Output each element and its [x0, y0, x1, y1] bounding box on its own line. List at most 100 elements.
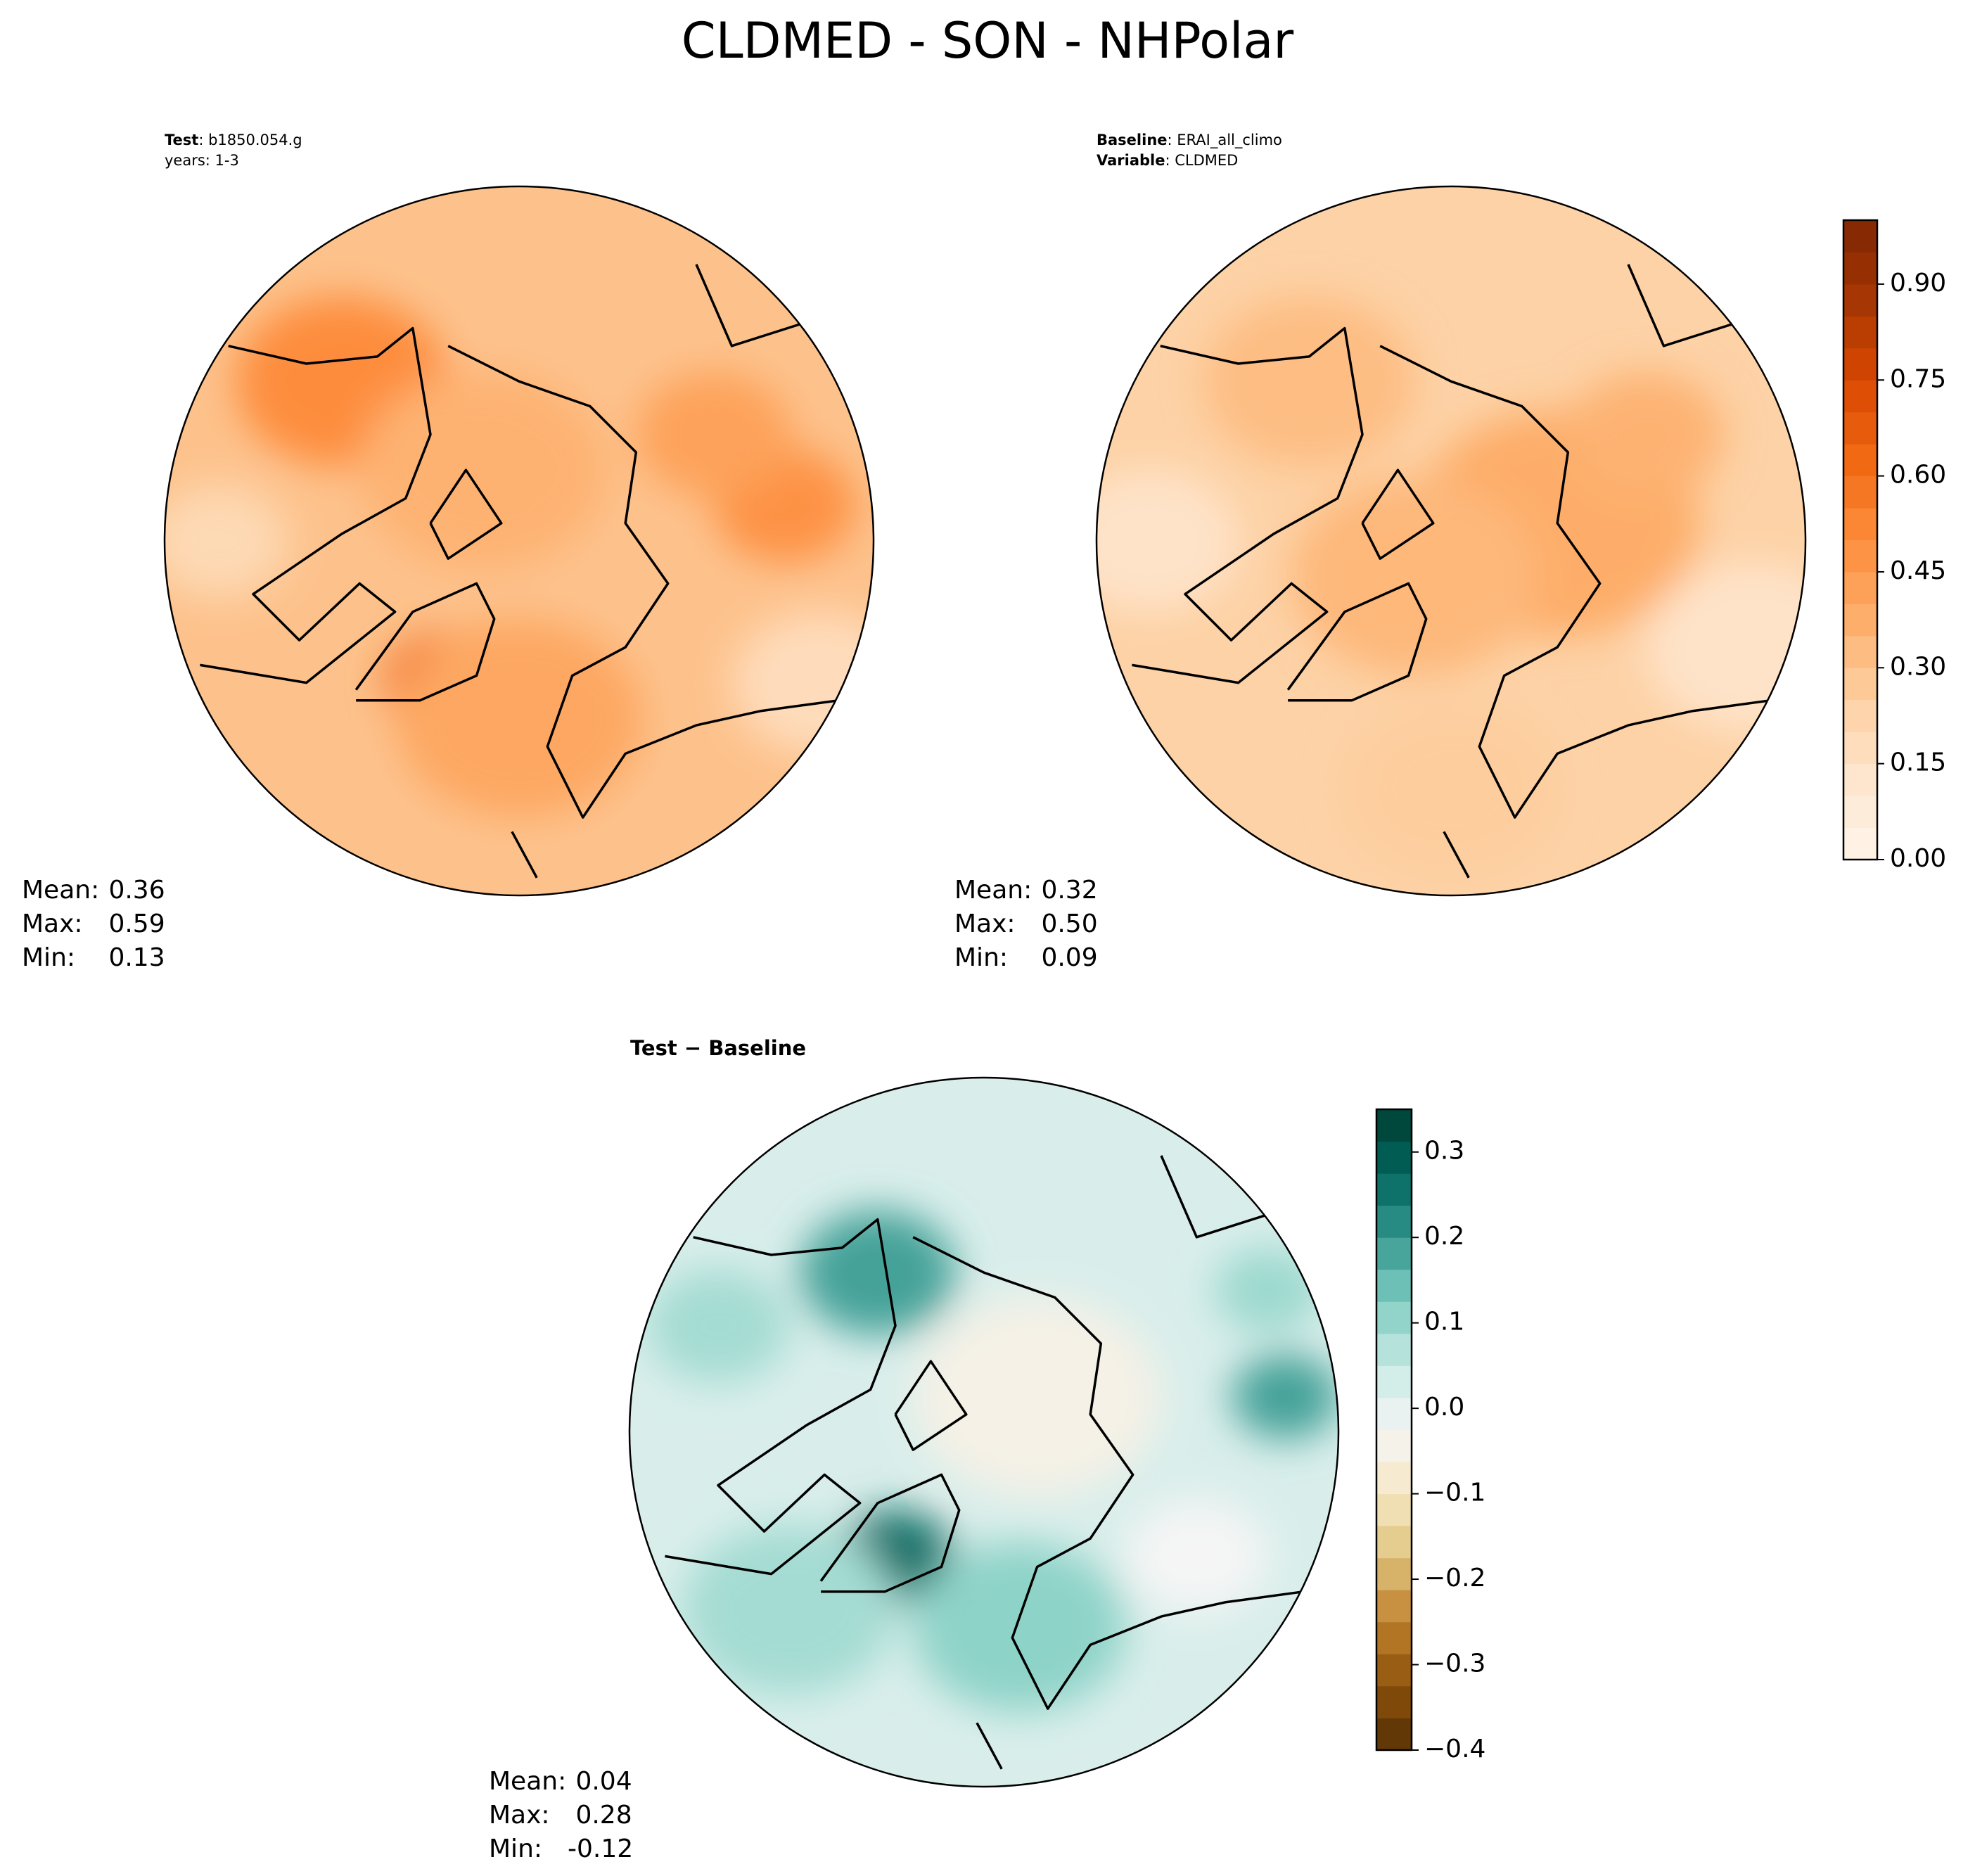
colorbar-band: [1376, 1493, 1412, 1526]
colorbar-tick-label: −0.2: [1424, 1564, 1485, 1593]
colorbar-band: [1376, 1621, 1412, 1654]
stat-value: 0.09: [1033, 943, 1098, 972]
colorbar-band: [1843, 283, 1877, 317]
panel-header: Baseline: ERAI_all_climo: [1097, 132, 1282, 149]
stat-label: Min:: [954, 943, 1008, 972]
colorbar-band: [1843, 476, 1877, 509]
field-blob: [1291, 477, 1540, 676]
colorbar-tick-label: 0.45: [1890, 556, 1946, 585]
colorbar-band: [1843, 763, 1877, 796]
field-blob: [913, 1542, 1126, 1713]
colorbar-band: [1376, 1397, 1412, 1430]
stat-label: Max:: [22, 910, 83, 938]
coastline: [1379, 345, 1770, 819]
field-blob: [1125, 1499, 1268, 1614]
colorbar-band: [1843, 635, 1877, 668]
coastline: [819, 1473, 961, 1593]
colorbar-band: [1843, 732, 1877, 765]
colorbar-tick-label: 0.1: [1424, 1308, 1464, 1336]
coastline: [695, 264, 810, 347]
field-blob: [1214, 1247, 1321, 1333]
colorbar-tick-label: 0.15: [1890, 748, 1946, 777]
colorbar-band: [1376, 1718, 1412, 1751]
stat-value: 0.36: [101, 876, 165, 905]
colorbar-band: [1843, 699, 1877, 732]
field-blob: [913, 1297, 1161, 1496]
stat-label: Min:: [489, 1834, 542, 1863]
coastline: [1627, 264, 1742, 347]
colorbar-frame: [1842, 219, 1879, 861]
figure-title: CLDMED - SON - NHPolar: [682, 12, 1294, 70]
colorbar-band: [1376, 1590, 1412, 1623]
colorbar-band: [1843, 252, 1877, 285]
colorbar-tick-label: 0.0: [1424, 1393, 1464, 1422]
colorbar-tick-label: 0.60: [1890, 461, 1946, 490]
map-field: [629, 1078, 1338, 1787]
colorbar-band: [1843, 540, 1877, 573]
colorbar-band: [1376, 1109, 1412, 1142]
stat-label: Mean:: [954, 876, 1032, 905]
panel-header: years: 1-3: [165, 152, 239, 169]
colorbar-band: [1376, 1205, 1412, 1238]
stat-value: 0.28: [568, 1801, 632, 1830]
field-blob: [1646, 562, 1805, 733]
coastline: [1443, 831, 1470, 879]
field-blob: [395, 618, 644, 818]
field-blob: [1568, 372, 1725, 497]
field-blob: [647, 1269, 789, 1383]
stat-label: Min:: [22, 943, 75, 972]
coastline: [912, 1236, 1303, 1710]
stat-value: 0.32: [1033, 876, 1098, 905]
coastline: [429, 468, 503, 560]
coastline: [447, 345, 838, 819]
field-blob: [1344, 703, 1558, 874]
colorbar-band: [1376, 1301, 1412, 1334]
field-blob: [165, 484, 289, 598]
colorbar-band: [1843, 796, 1877, 829]
colorbar-tick-label: 0.75: [1890, 364, 1946, 393]
colorbar-band: [1843, 444, 1877, 477]
coastline: [1132, 326, 1364, 684]
coastline: [354, 582, 496, 702]
colorbar-band: [1843, 668, 1877, 701]
panel-header: Variable: CLDMED: [1097, 152, 1238, 169]
stat-value: 0.59: [101, 910, 165, 938]
coastline: [200, 326, 432, 684]
colorbar-band: [1843, 380, 1877, 413]
stat-label: Mean:: [489, 1767, 566, 1796]
colorbar-band: [1843, 411, 1877, 445]
header-key: Variable: [1097, 152, 1165, 169]
colorbar-tick-label: 0.30: [1890, 652, 1946, 681]
colorbar-tick-label: −0.1: [1424, 1479, 1485, 1507]
field-blob: [799, 1210, 956, 1335]
map-field: [165, 186, 874, 895]
coastline: [1160, 1155, 1275, 1239]
stat-label: Max:: [954, 910, 1016, 938]
field-blob: [359, 371, 608, 570]
map-boundary: [1095, 185, 1807, 897]
header-value: : b1850.054.g: [198, 132, 302, 148]
map-boundary: [163, 185, 875, 897]
colorbar-band: [1376, 1462, 1412, 1495]
coastline: [511, 831, 538, 879]
colorbar-tick-label: 0.2: [1424, 1222, 1464, 1251]
colorbar-frame: [1375, 1108, 1413, 1751]
colorbar-band: [1843, 827, 1877, 860]
colorbar-band: [1843, 508, 1877, 540]
header-value: years: 1-3: [165, 152, 239, 169]
colorbar-band: [1376, 1269, 1412, 1302]
map-field: [1097, 186, 1805, 895]
colorbar-band: [1376, 1173, 1412, 1206]
field-blob: [682, 1524, 895, 1695]
header-key: Test − Baseline: [630, 1036, 806, 1060]
map-boundary: [628, 1076, 1340, 1788]
coastline: [1361, 468, 1435, 560]
colorbar-tick-label: 0.90: [1890, 269, 1946, 298]
colorbar-tick-label: −0.4: [1424, 1735, 1485, 1763]
header-key: Baseline: [1097, 132, 1168, 148]
field-blob: [1097, 470, 1239, 612]
stat-label: Mean:: [22, 876, 99, 905]
field-blob: [1203, 296, 1416, 467]
colorbar-band: [1843, 220, 1877, 253]
